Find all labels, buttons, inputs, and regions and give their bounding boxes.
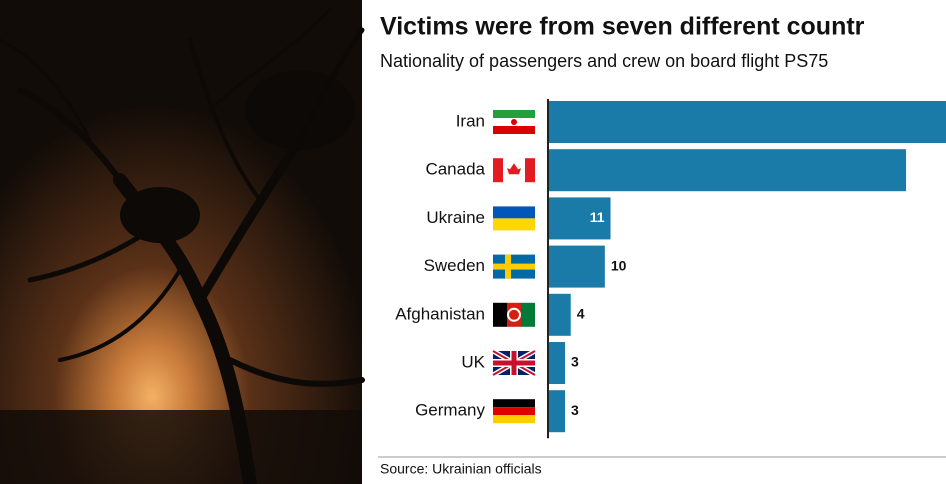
flag-leaf bbox=[507, 163, 521, 175]
flag-band bbox=[525, 158, 535, 183]
flag-band bbox=[493, 218, 535, 231]
flag-emblem bbox=[511, 119, 517, 125]
value-label: 11 bbox=[590, 209, 605, 225]
flag-icon bbox=[493, 110, 535, 134]
bar bbox=[548, 101, 946, 143]
category-label: Germany bbox=[415, 401, 485, 420]
flag-band bbox=[521, 302, 535, 327]
bar bbox=[548, 197, 611, 240]
bar bbox=[548, 293, 571, 336]
category-label: Afghanistan bbox=[395, 304, 485, 323]
flag-icon bbox=[493, 254, 535, 279]
flag-band bbox=[493, 158, 503, 183]
bar bbox=[548, 390, 566, 433]
flag-icon bbox=[493, 399, 535, 424]
category-label: Iran bbox=[456, 111, 485, 130]
flag-band bbox=[493, 263, 535, 270]
category-label: Ukraine bbox=[426, 208, 485, 227]
flag-band bbox=[493, 360, 535, 366]
flag-band bbox=[507, 302, 521, 327]
flag-band bbox=[493, 126, 535, 134]
value-label: 3 bbox=[571, 402, 579, 418]
photo bbox=[0, 0, 365, 484]
flag-icon bbox=[493, 206, 535, 231]
flag-icon bbox=[493, 302, 535, 327]
flag-band bbox=[493, 407, 535, 416]
flag-icon bbox=[493, 158, 535, 183]
value-label: 4 bbox=[577, 306, 585, 322]
source-note: Source: Ukrainian officials bbox=[380, 461, 542, 477]
flag-band bbox=[493, 415, 535, 424]
flag-emblem bbox=[507, 307, 521, 322]
category-label: UK bbox=[461, 352, 485, 371]
flag-band bbox=[493, 399, 535, 408]
flag-icon bbox=[491, 348, 537, 378]
chart-subtitle: Nationality of passengers and crew on bo… bbox=[380, 51, 828, 71]
bar bbox=[548, 342, 566, 384]
category-label: Sweden bbox=[424, 256, 485, 275]
chart-title: Victims were from seven different countr bbox=[380, 13, 865, 41]
bar bbox=[548, 149, 907, 192]
value-label: 10 bbox=[611, 257, 627, 273]
value-label: 3 bbox=[571, 354, 579, 370]
flag-band bbox=[493, 206, 535, 219]
flag-band bbox=[493, 110, 535, 118]
flag-band bbox=[493, 302, 507, 327]
bar bbox=[548, 245, 605, 288]
category-label: Canada bbox=[425, 160, 485, 179]
